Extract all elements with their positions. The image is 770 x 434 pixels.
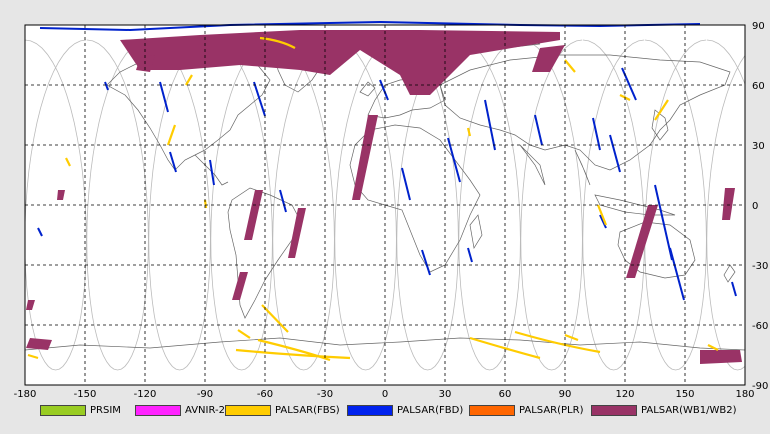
palsar-fbd-swaths — [37, 20, 737, 301]
legend-item-palsar-wb: PALSAR(WB1/WB2) — [591, 404, 741, 416]
legend-label: PALSAR(PLR) — [519, 404, 584, 416]
y-tick-label: 90 — [752, 21, 765, 32]
legend-swatch — [225, 404, 271, 416]
orbit-track — [25, 39, 87, 371]
x-tick-label: -150 — [74, 389, 97, 400]
legend-swatch — [347, 404, 393, 416]
orbit-track — [86, 39, 149, 371]
x-tick-label: 150 — [675, 389, 694, 400]
orbit-track — [334, 39, 397, 371]
legend-item-prism: PRSIM — [40, 404, 135, 416]
x-tick-label: 0 — [382, 389, 388, 400]
orbit-track — [272, 39, 335, 371]
legend: PRSIM AVNIR-2 PALSAR(FBS) PALSAR(FBD) PA… — [40, 402, 760, 418]
x-tick-label: -180 — [14, 389, 37, 400]
x-tick-label: 30 — [439, 389, 452, 400]
y-tick-label: 60 — [752, 81, 765, 92]
x-tick-label: 180 — [735, 389, 754, 400]
legend-item-avnir2: AVNIR-2 — [135, 404, 225, 416]
orbit-track — [458, 39, 521, 371]
legend-label: AVNIR-2 — [185, 404, 225, 416]
legend-swatch — [135, 404, 181, 416]
legend-label: PRSIM — [90, 404, 121, 416]
y-tick-label: 0 — [752, 201, 758, 212]
x-tick-label: -90 — [197, 389, 213, 400]
legend-label: PALSAR(FBS) — [275, 404, 340, 416]
x-tick-label: 60 — [499, 389, 512, 400]
orbit-track — [210, 39, 273, 371]
orbit-track — [0, 40, 24, 370]
grid-lines — [25, 25, 745, 385]
orbit-track — [706, 39, 745, 371]
legend-item-palsar-plr: PALSAR(PLR) — [469, 404, 591, 416]
legend-label: PALSAR(FBD) — [397, 404, 464, 416]
legend-swatch — [40, 404, 86, 416]
legend-swatch — [469, 404, 515, 416]
x-tick-label: 90 — [559, 389, 572, 400]
y-tick-labels: 90 60 30 0 -30 -60 -90 — [752, 21, 768, 392]
y-tick-label: -90 — [752, 381, 768, 392]
x-tick-label: 120 — [615, 389, 634, 400]
palsar-fbs-swaths — [27, 36, 719, 362]
y-tick-label: -60 — [752, 321, 768, 332]
x-tick-labels: -180 -150 -120 -90 -60 -30 0 30 60 90 12… — [14, 389, 755, 400]
orbit-track — [396, 39, 459, 371]
map-frame — [24, 24, 746, 386]
orbit-track — [148, 39, 211, 371]
palsar-wb-swaths — [26, 30, 742, 364]
orbit-track — [644, 39, 707, 371]
legend-item-palsar-fbs: PALSAR(FBS) — [225, 404, 347, 416]
legend-item-palsar-fbd: PALSAR(FBD) — [347, 404, 469, 416]
legend-label: PALSAR(WB1/WB2) — [641, 404, 737, 416]
y-tick-label: 30 — [752, 141, 765, 152]
orbit-track — [520, 39, 583, 371]
y-tick-label: -30 — [752, 261, 768, 272]
legend-swatch — [591, 404, 637, 416]
x-tick-label: -120 — [134, 389, 157, 400]
x-tick-label: -30 — [317, 389, 333, 400]
x-tick-label: -60 — [257, 389, 273, 400]
